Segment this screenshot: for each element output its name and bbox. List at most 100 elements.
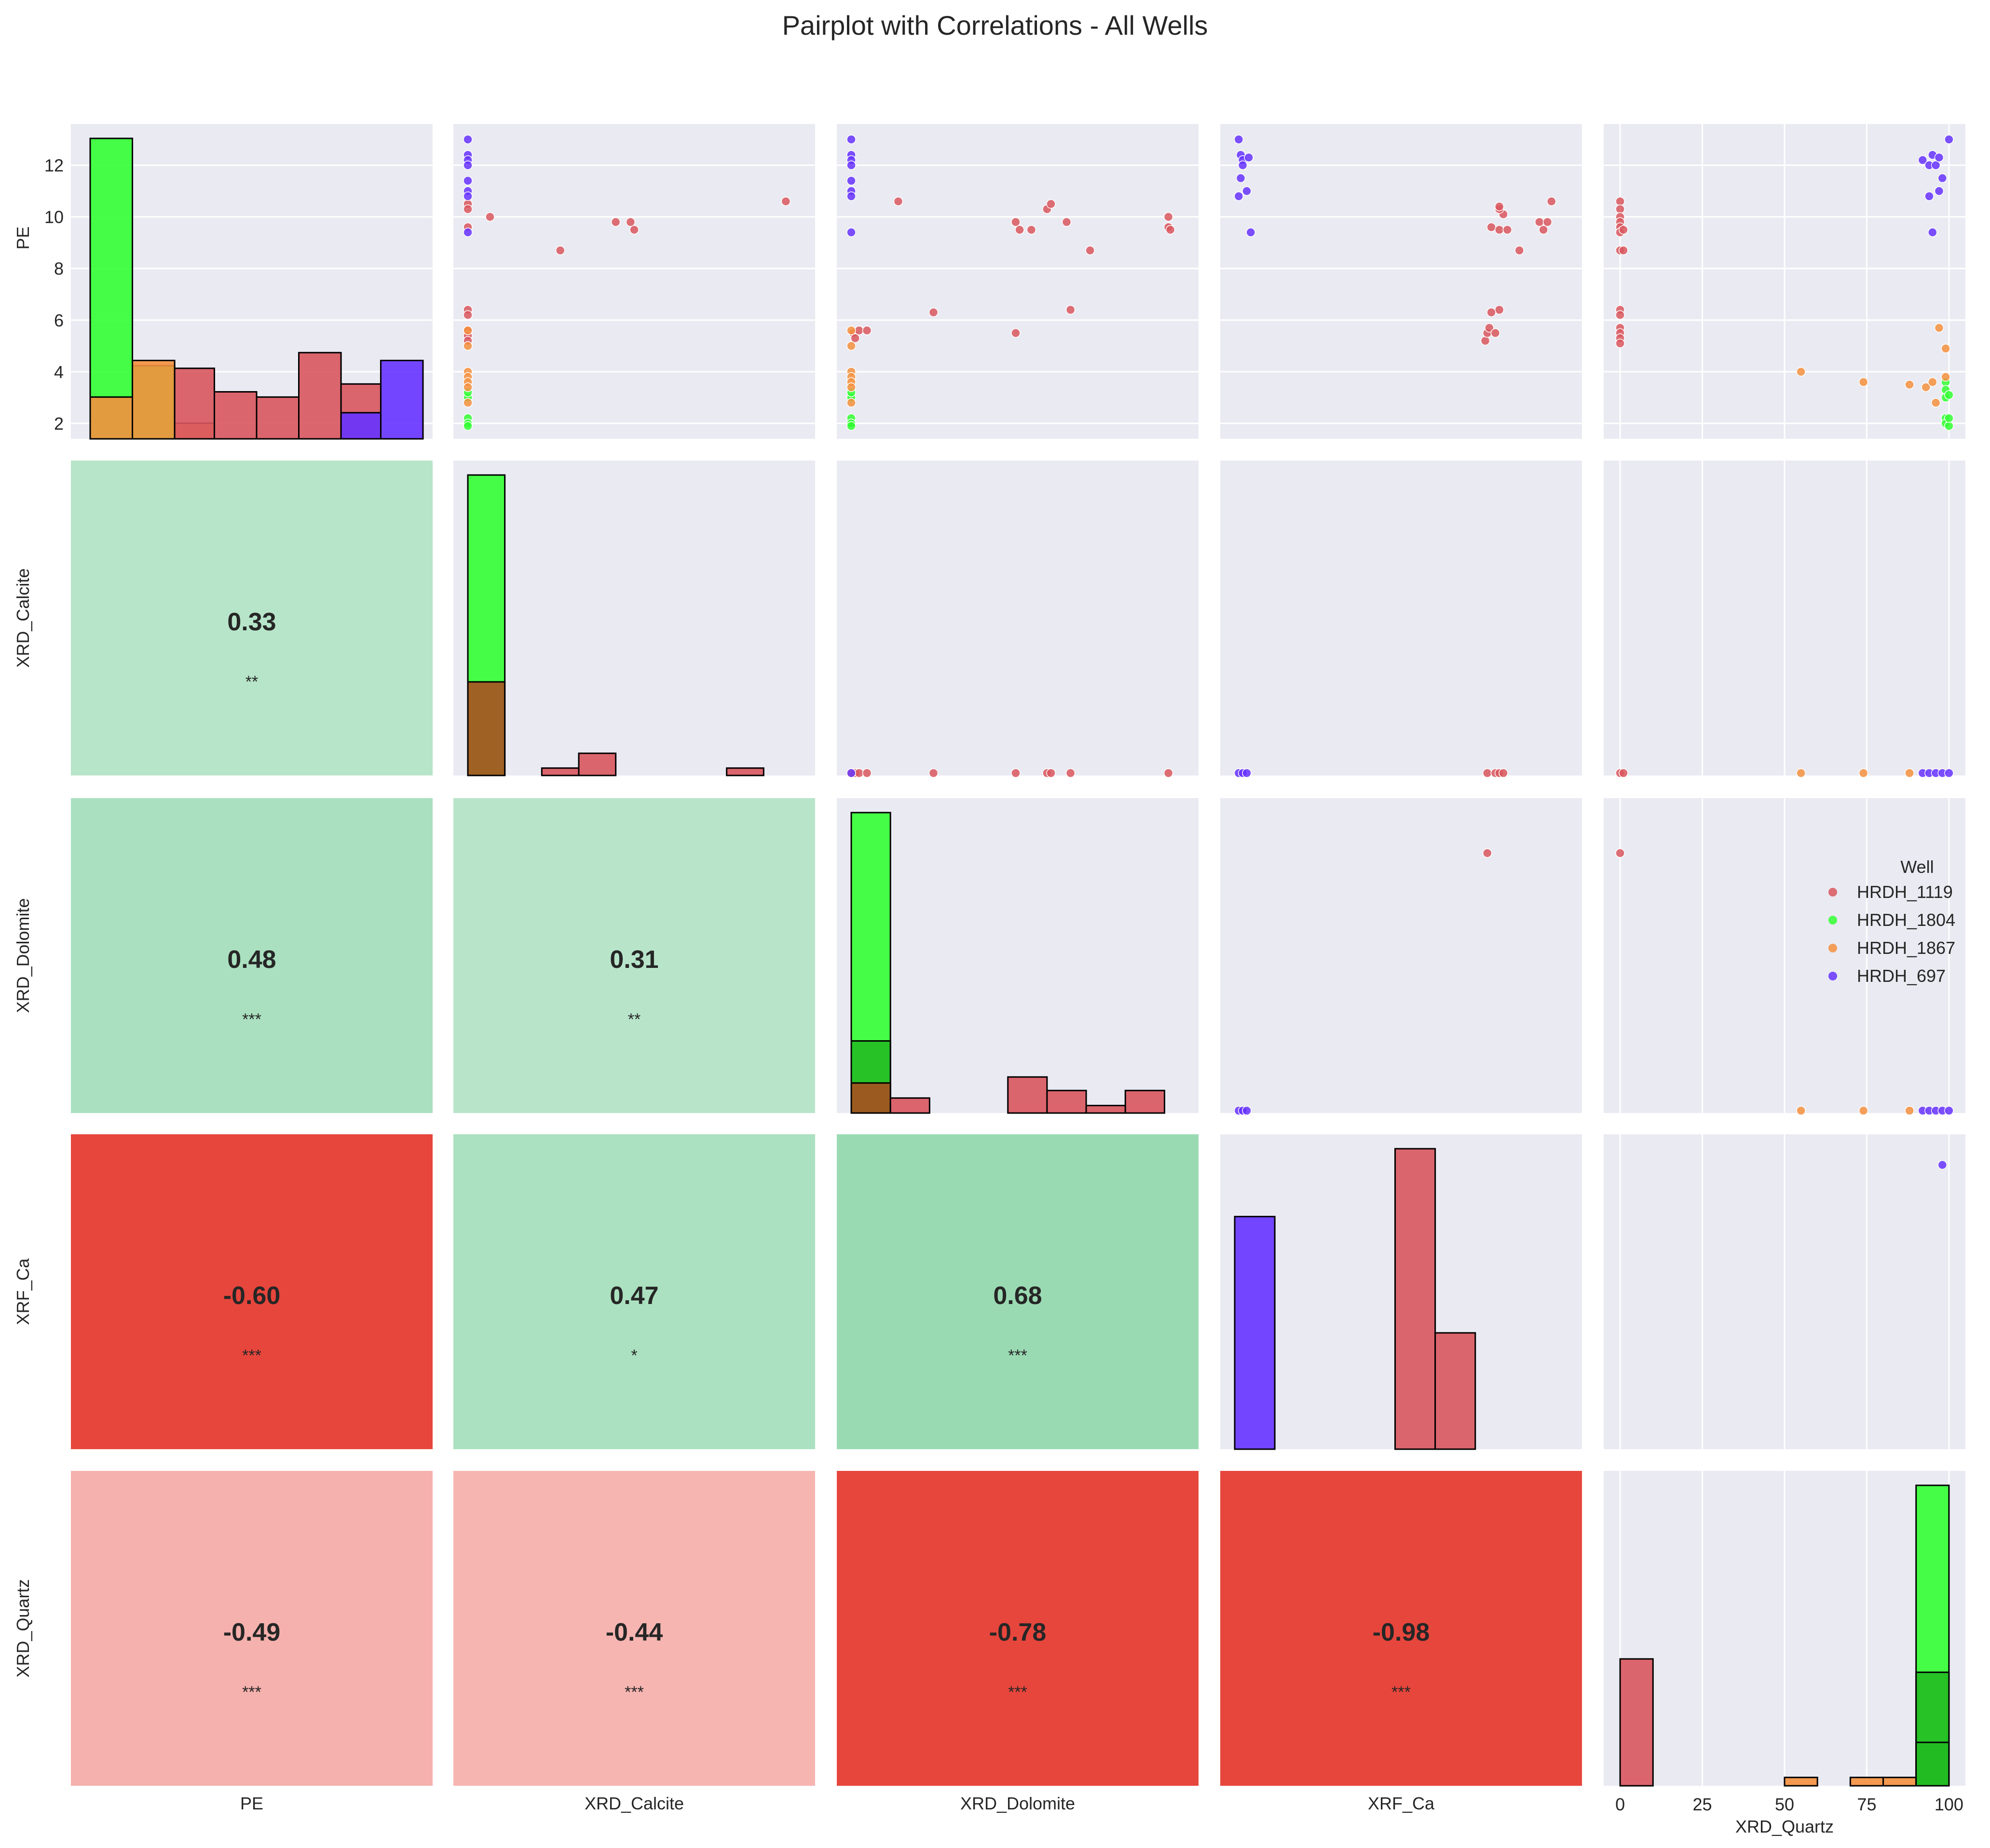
- scatter-point-HRDH_697: [846, 768, 856, 778]
- scatter-point-HRDH_1867: [1905, 1106, 1914, 1115]
- scatter-point-HRDH_1119: [1482, 848, 1492, 858]
- scatter-point-HRDH_1119: [1494, 225, 1504, 235]
- hist-bar-overlap: [1915, 1741, 1950, 1787]
- hist-bar-HRDH_1867: [1849, 1777, 1884, 1787]
- legend-title: Well: [1900, 857, 1934, 877]
- scatter-point-HRDH_1119: [1615, 848, 1625, 858]
- significance-stars: **: [245, 673, 258, 691]
- scatter-point-HRDH_1867: [1905, 768, 1914, 778]
- scatter-point-HRDH_1804: [1944, 413, 1954, 423]
- scatter-point-HRDH_1119: [862, 326, 872, 335]
- scatter-point-HRDH_1119: [1615, 310, 1625, 320]
- scatter-point-HRDH_697: [846, 160, 856, 170]
- panel-background: [837, 461, 1199, 775]
- y-tick-label: 10: [44, 207, 64, 227]
- scatter-point-HRDH_1867: [1796, 768, 1806, 778]
- scatter-point-HRDH_1119: [1494, 202, 1504, 212]
- scatter-point-HRDH_1867: [463, 382, 473, 392]
- scatter-point-HRDH_1119: [1065, 768, 1076, 778]
- scatter-point-HRDH_1119: [1499, 768, 1508, 778]
- scatter-point-HRDH_1867: [1931, 398, 1941, 408]
- scatter-point-HRDH_697: [1236, 173, 1246, 183]
- legend-label: HRDH_1119: [1857, 882, 1953, 902]
- scatter-point-HRDH_697: [1242, 186, 1252, 196]
- scatter-point-HRDH_1119: [862, 768, 872, 778]
- scatter-point-HRDH_1119: [928, 307, 939, 317]
- correlation-value: -0.78: [989, 1618, 1047, 1646]
- panel-background: [837, 798, 1199, 1113]
- scatter-point-HRDH_1119: [1546, 196, 1556, 206]
- correlation-cell: [837, 1134, 1199, 1449]
- correlation-cell: [71, 461, 433, 775]
- correlation-value: 0.31: [610, 946, 658, 974]
- correlation-value: 0.48: [227, 946, 276, 974]
- scatter-point-HRDH_1867: [846, 341, 856, 351]
- scatter-point-HRDH_697: [1944, 768, 1954, 778]
- scatter-point-HRDH_1119: [463, 204, 473, 214]
- scatter-point-HRDH_1867: [1941, 372, 1950, 382]
- hist-bar-HRDH_1119: [726, 767, 764, 776]
- panel-XRD_Dolomite-vs-XRD_Quartz: [1604, 798, 1965, 1115]
- legend-label: HRDH_697: [1857, 966, 1946, 986]
- hist-bar-HRDH_1804: [89, 137, 134, 440]
- scatter-point-HRDH_1119: [1615, 339, 1625, 348]
- hist-bar-HRDH_1119: [1046, 1089, 1087, 1114]
- legend: Well HRDH_1119 HRDH_1804 HRDH_1867 HRDH_697: [1828, 857, 1955, 986]
- scatter-point-HRDH_1119: [1615, 196, 1625, 206]
- hist-bar-HRDH_1119: [578, 752, 617, 776]
- significance-stars: ***: [625, 1683, 644, 1701]
- scatter-point-HRDH_1119: [928, 768, 939, 778]
- correlation-cell: [837, 1471, 1199, 1786]
- scatter-point-HRDH_697: [463, 176, 473, 186]
- y-axis-label-XRD_Quartz: XRD_Quartz: [13, 1579, 33, 1677]
- significance-stars: ***: [242, 1683, 261, 1701]
- correlation-cell: [71, 1134, 433, 1449]
- panel-PE-vs-PE: [71, 124, 433, 440]
- scatter-point-HRDH_697: [846, 135, 856, 144]
- correlation-value: -0.60: [223, 1282, 281, 1310]
- scatter-point-HRDH_1119: [1542, 217, 1553, 227]
- scatter-point-HRDH_697: [1238, 160, 1248, 170]
- scatter-point-HRDH_1119: [1619, 225, 1628, 235]
- scatter-point-HRDH_1804: [1944, 390, 1954, 400]
- scatter-point-HRDH_697: [1242, 768, 1252, 778]
- panel-XRF_Ca-vs-XRF_Ca: [1220, 1134, 1582, 1450]
- y-tick-label: 4: [54, 362, 64, 382]
- hist-bar-overlap: [850, 1082, 891, 1114]
- scatter-point-HRDH_1119: [1482, 768, 1492, 778]
- hist-bar-HRDH_1867: [89, 396, 134, 440]
- scatter-point-HRDH_1867: [463, 326, 473, 335]
- legend-marker: [1828, 972, 1837, 980]
- hist-bar-HRDH_1119: [1394, 1148, 1436, 1450]
- legend-label: HRDH_1804: [1857, 910, 1955, 930]
- scatter-point-HRDH_697: [1244, 152, 1254, 163]
- x-axis-label-XRF_Ca: XRF_Ca: [1368, 1794, 1435, 1813]
- scatter-point-HRDH_1867: [1941, 343, 1950, 353]
- scatter-point-HRDH_1804: [846, 421, 856, 431]
- scatter-point-HRDH_1867: [1934, 323, 1944, 333]
- panel-PE-vs-XRD_Dolomite: [837, 124, 1199, 439]
- scatter-point-HRDH_1119: [854, 768, 864, 778]
- scatter-point-HRDH_1119: [1615, 204, 1625, 214]
- scatter-point-HRDH_1119: [1046, 199, 1056, 209]
- scatter-point-HRDH_1119: [1535, 217, 1544, 227]
- hist-bar-HRDH_1119: [174, 367, 215, 440]
- scatter-point-HRDH_1867: [1858, 1106, 1868, 1115]
- panel-background: [453, 461, 815, 775]
- significance-stars: ***: [1008, 1683, 1027, 1701]
- panel-XRD_Dolomite-vs-XRF_Ca: [1220, 798, 1582, 1115]
- x-tick-label: 75: [1857, 1794, 1876, 1814]
- significance-stars: **: [628, 1010, 641, 1029]
- scatter-point-HRDH_697: [1246, 228, 1256, 237]
- scatter-point-HRDH_1119: [1539, 225, 1548, 235]
- scatter-point-HRDH_697: [1931, 160, 1941, 170]
- panel-background: [1220, 124, 1582, 439]
- scatter-point-HRDH_1119: [629, 225, 639, 235]
- scatter-point-HRDH_697: [1928, 228, 1937, 237]
- panel-background: [1220, 461, 1582, 775]
- scatter-point-HRDH_1867: [1796, 367, 1806, 377]
- scatter-point-HRDH_697: [463, 160, 473, 170]
- scatter-point-HRDH_1119: [1486, 307, 1496, 317]
- scatter-point-HRDH_1119: [781, 196, 791, 206]
- scatter-point-HRDH_1119: [1165, 225, 1175, 235]
